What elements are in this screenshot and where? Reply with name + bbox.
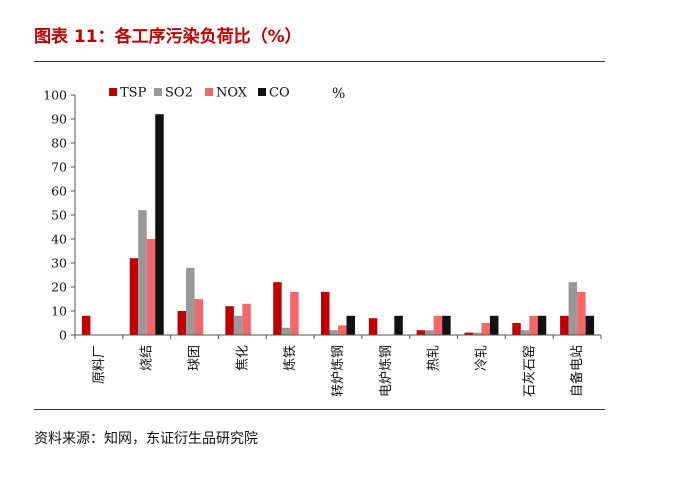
bar-tsp-2 xyxy=(129,258,139,335)
bar-nox-4 xyxy=(242,303,251,335)
legend-label-nox: NOX xyxy=(216,86,248,101)
bar-tsp-4 xyxy=(225,306,234,335)
chart-title: 图表 11：各工序污染负荷比（%） xyxy=(34,27,302,47)
x-category-label: 热轧 xyxy=(427,345,442,371)
bar-tsp-3 xyxy=(177,311,187,335)
x-category-label: 炼铁 xyxy=(283,345,298,371)
y-tick-label: 30 xyxy=(51,256,67,271)
bar-tsp-5 xyxy=(273,282,282,335)
x-axis: 原料厂 烧结 球团 焦化 炼铁 转炉炼钢 电炉炼钢 热轧 冷轧 石灰石窑 自备电站 xyxy=(74,334,602,397)
bar-tsp-1 xyxy=(81,315,91,335)
bar-so2-9 xyxy=(472,332,482,335)
bar-nox-10 xyxy=(529,315,538,335)
bar-tsp-11 xyxy=(560,315,569,335)
bar-tsp-7 xyxy=(368,318,378,335)
bar-nox-3 xyxy=(194,299,204,335)
bar-nox-9 xyxy=(481,323,490,335)
legend-label-tsp: TSP xyxy=(120,86,147,101)
bar-tsp-8 xyxy=(416,330,426,335)
y-tick-label: 70 xyxy=(51,160,67,175)
bar-so2-5 xyxy=(281,327,291,335)
x-category-label: 石灰石窑 xyxy=(521,345,537,397)
bar-nox-2 xyxy=(146,239,156,335)
bar-co-6 xyxy=(346,315,355,335)
bar-nox-11 xyxy=(577,291,586,335)
bar-co-2 xyxy=(155,114,164,335)
legend-swatch-tsp xyxy=(109,88,117,96)
bottom-divider xyxy=(34,409,605,410)
bar-so2-2 xyxy=(138,210,147,335)
y-tick-label: 80 xyxy=(51,136,67,151)
bar-so2-8 xyxy=(425,330,434,335)
legend-label-so2: SO2 xyxy=(165,86,193,101)
legend-swatch-nox xyxy=(205,88,213,96)
bar-tsp-9 xyxy=(464,332,473,335)
legend-swatch-co xyxy=(258,88,266,96)
bar-co-7 xyxy=(394,315,403,335)
source-note: 资料来源：知网，东证衍生品研究院 xyxy=(34,431,258,447)
bar-co-11 xyxy=(585,315,595,335)
y-tick-label: 60 xyxy=(51,184,67,199)
y-tick-label: 50 xyxy=(51,208,67,223)
y-tick-label: 100 xyxy=(43,88,67,103)
x-category-label: 烧结 xyxy=(140,345,155,371)
x-category-label: 原料厂 xyxy=(92,345,107,384)
y-tick-label: 0 xyxy=(59,328,67,343)
bar-so2-4 xyxy=(233,315,243,335)
x-category-label: 自备电站 xyxy=(569,345,585,397)
y-tick-label: 40 xyxy=(51,232,67,247)
legend-swatch-so2 xyxy=(154,88,162,96)
x-category-label: 电炉炼钢 xyxy=(379,345,394,397)
bar-tsp-6 xyxy=(321,291,330,335)
bar-co-8 xyxy=(442,315,451,335)
bars xyxy=(81,114,595,335)
top-divider xyxy=(34,61,605,62)
bar-nox-5 xyxy=(290,291,299,335)
legend-label-co: CO xyxy=(269,86,290,101)
bar-co-10 xyxy=(537,315,547,335)
x-category-label: 转炉炼钢 xyxy=(331,345,346,397)
bar-nox-8 xyxy=(433,315,443,335)
x-category-label: 焦化 xyxy=(235,345,250,371)
y-tick-label: 90 xyxy=(51,112,67,127)
y-tick-label: 10 xyxy=(51,304,67,319)
y-tick-label: 20 xyxy=(51,280,67,295)
bar-so2-11 xyxy=(568,282,578,335)
bar-co-9 xyxy=(489,315,499,335)
bar-so2-6 xyxy=(329,330,338,335)
y-axis: 0 10 20 30 40 50 60 70 80 90 100 xyxy=(43,88,76,343)
bar-so2-3 xyxy=(186,267,195,335)
unit-label: % xyxy=(332,86,345,102)
bar-tsp-10 xyxy=(512,323,521,335)
legend: TSP SO2 NOX CO xyxy=(109,86,290,101)
x-category-label: 冷轧 xyxy=(474,345,489,371)
bar-nox-6 xyxy=(338,325,347,335)
x-category-label: 球团 xyxy=(188,345,203,371)
bar-so2-10 xyxy=(520,330,530,335)
